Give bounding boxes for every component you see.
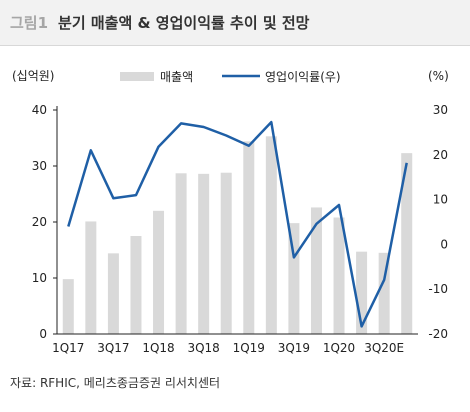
right-tick-label: 30 xyxy=(433,103,448,117)
bar-3Q19 xyxy=(288,223,300,334)
x-tick-label: 3Q19 xyxy=(278,341,310,355)
margin-line-series xyxy=(67,120,408,328)
bar-4Q19 xyxy=(310,207,322,334)
right-tick-label: 10 xyxy=(433,193,448,207)
x-tick-label: 1Q20 xyxy=(323,341,355,355)
bar-4Q18 xyxy=(220,172,232,334)
left-axis-unit: (십억원) xyxy=(12,69,54,83)
bar-1Q19 xyxy=(243,141,255,334)
figure-title: 분기 매출액 & 영업이익률 추이 및 전망 xyxy=(58,14,310,32)
bar-2Q20 xyxy=(356,251,368,334)
right-tick-label: -10 xyxy=(428,282,448,296)
left-tick-label: 40 xyxy=(32,103,47,117)
x-tick-label: 1Q18 xyxy=(142,341,174,355)
bar-3Q20E xyxy=(378,252,390,334)
bar-2Q19 xyxy=(265,136,277,334)
left-tick-label: 0 xyxy=(39,327,47,341)
legend-label-bar: 매출액 xyxy=(160,70,193,84)
bar-2Q17 xyxy=(85,221,97,334)
legend-swatch-bar xyxy=(120,72,154,81)
right-tick-label: -20 xyxy=(428,327,448,341)
legend-label-line: 영업이익률(우) xyxy=(265,70,341,84)
figure-label: 그림1 xyxy=(10,14,49,32)
combo-chart: (십억원) (%) 매출액 영업이익률(우) 0 10 20 30 40 -20 -10 0 10 20 3… xyxy=(12,69,449,355)
right-tick-label: 0 xyxy=(440,237,448,251)
x-tick-label: 1Q17 xyxy=(52,341,84,355)
bar-4Q20E xyxy=(401,153,413,334)
bar-3Q18 xyxy=(198,173,210,334)
bar-2Q18 xyxy=(175,173,187,334)
bar-3Q17 xyxy=(107,253,119,334)
right-axis-unit: (%) xyxy=(428,69,449,83)
x-tick-label: 3Q20E xyxy=(364,341,404,355)
x-tick-label: 1Q19 xyxy=(233,341,265,355)
left-tick-label: 30 xyxy=(32,159,47,173)
bar-1Q20 xyxy=(333,217,345,334)
bar-1Q18 xyxy=(153,210,165,334)
left-tick-label: 20 xyxy=(32,215,47,229)
figure-title-bar: 그림1 분기 매출액 & 영업이익률 추이 및 전망 xyxy=(0,0,470,46)
right-tick-label: 20 xyxy=(433,148,448,162)
x-tick-label: 3Q18 xyxy=(187,341,219,355)
bar-4Q17 xyxy=(130,236,142,334)
bar-1Q17 xyxy=(62,279,74,334)
left-tick-label: 10 xyxy=(32,271,47,285)
source-note: 자료: RFHIC, 메리츠종금증권 리서치센터 xyxy=(10,376,221,390)
x-tick-label: 3Q17 xyxy=(97,341,129,355)
